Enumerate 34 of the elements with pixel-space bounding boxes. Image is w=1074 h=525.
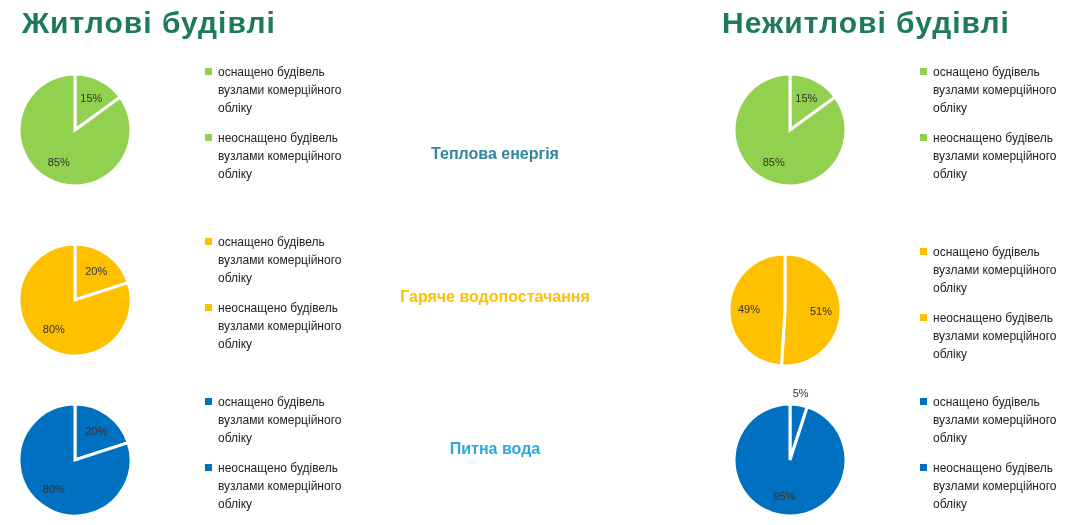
legend-label: неоснащено будівель вузлами комерційного обліку xyxy=(933,130,1058,183)
legend-label: неоснащено будівель вузлами комерційного обліку xyxy=(933,310,1058,363)
legend-label: оснащено будівель вузлами комерційного обліку xyxy=(933,244,1058,297)
text: Гаряче водопостачання xyxy=(399,288,591,306)
legend-label: неоснащено будівель вузлами комерційного обліку xyxy=(218,460,343,513)
data-label: 85% xyxy=(47,156,70,169)
pie-slice xyxy=(732,402,848,518)
pie-slice xyxy=(17,402,133,518)
chart-title: Нежитлові будівлі xyxy=(722,6,1010,40)
pie-slice xyxy=(732,72,848,188)
legend-label: неоснащено будівель вузлами комерційного обліку xyxy=(933,460,1058,513)
legend-label: оснащено будівель вузлами комерційного обліку xyxy=(218,394,343,447)
legend-label: оснащено будівель вузлами комерційного обліку xyxy=(218,234,343,287)
legend-label: оснащено будівель вузлами комерційного обліку xyxy=(933,64,1058,117)
data-label: 15% xyxy=(80,91,103,104)
data-label: 15% xyxy=(795,91,818,104)
legend-label: неоснащено будівель вузлами комерційного обліку xyxy=(218,300,343,353)
pie-slice xyxy=(17,242,133,358)
data-label: 80% xyxy=(42,323,66,336)
text: Питна вода xyxy=(448,440,542,458)
chart-title: Житлові будівлі xyxy=(22,6,276,40)
legend-label: неоснащено будівель вузлами комерційного обліку xyxy=(218,130,343,183)
legend-label: оснащено будівель вузлами комерційного обліку xyxy=(218,64,343,117)
pie-slice xyxy=(17,72,133,188)
data-label: 85% xyxy=(762,156,785,169)
data-label: 95% xyxy=(773,489,796,502)
data-label: 51% xyxy=(809,305,833,318)
data-label: 20% xyxy=(85,264,108,277)
data-label: 5% xyxy=(792,386,809,399)
legend-label: оснащено будівель вузлами комерційного обліку xyxy=(933,394,1058,447)
data-label: 20% xyxy=(85,424,108,437)
data-label: 80% xyxy=(42,483,66,496)
text: Теплова енергія xyxy=(430,145,560,163)
data-label: 49% xyxy=(738,302,761,315)
